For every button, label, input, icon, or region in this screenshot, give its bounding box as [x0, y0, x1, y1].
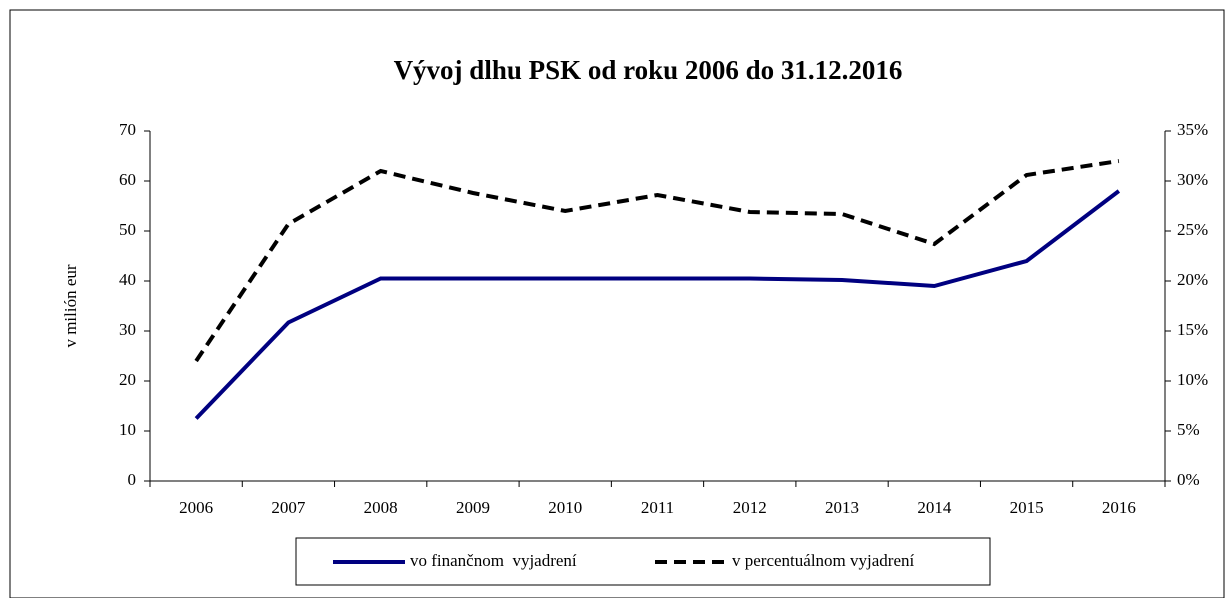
- y2-tick-label: 0%: [1177, 470, 1200, 489]
- y-tick-label: 70: [119, 120, 136, 139]
- y2-tick-label: 25%: [1177, 220, 1208, 239]
- x-tick-label: 2007: [271, 498, 306, 517]
- x-tick-label: 2010: [548, 498, 582, 517]
- x-tick-label: 2011: [641, 498, 674, 517]
- chart-frame: [9, 9, 1225, 598]
- x-tick-label: 2006: [179, 498, 213, 517]
- y-tick-label: 40: [119, 270, 136, 289]
- y2-tick-label: 5%: [1177, 420, 1200, 439]
- y2-tick-label: 35%: [1177, 120, 1208, 139]
- legend-label: v percentuálnom vyjadrení: [732, 551, 914, 570]
- y-tick-label: 30: [119, 320, 136, 339]
- legend-box: [295, 537, 991, 586]
- x-tick-label: 2014: [917, 498, 952, 517]
- y2-tick-label: 15%: [1177, 320, 1208, 339]
- x-tick-label: 2009: [456, 498, 490, 517]
- y-tick-label: 20: [119, 370, 136, 389]
- x-tick-label: 2008: [364, 498, 398, 517]
- y-tick-label: 60: [119, 170, 136, 189]
- chart-title: Vývoj dlhu PSK od roku 2006 do 31.12.201…: [394, 55, 903, 85]
- x-tick-label: 2015: [1010, 498, 1044, 517]
- x-tick-label: 2012: [733, 498, 767, 517]
- y2-tick-label: 20%: [1177, 270, 1208, 289]
- series-line: [194, 159, 1120, 363]
- y-axis-label: v milión eur: [61, 264, 80, 347]
- y2-tick-label: 30%: [1177, 170, 1208, 189]
- legend-label: vo finančnom vyjadrení: [410, 551, 577, 570]
- x-tick-label: 2016: [1102, 498, 1136, 517]
- series-line: [194, 189, 1121, 420]
- y2-tick-label: 10%: [1177, 370, 1208, 389]
- y-tick-label: 10: [119, 420, 136, 439]
- x-tick-label: 2013: [825, 498, 859, 517]
- y-tick-label: 0: [128, 470, 137, 489]
- y-tick-label: 50: [119, 220, 136, 239]
